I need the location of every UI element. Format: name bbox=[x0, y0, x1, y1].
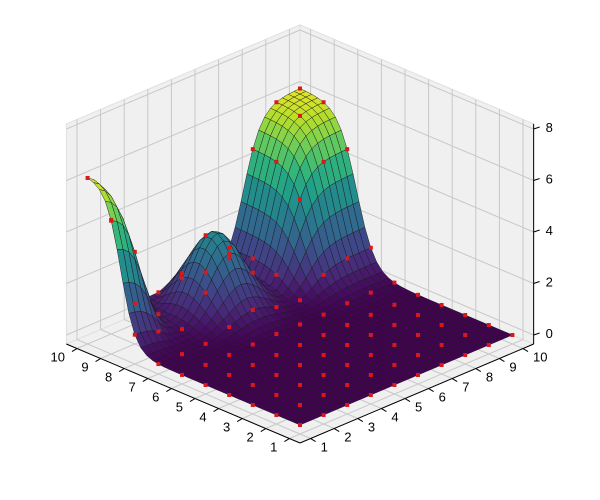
z-tick-label: 2 bbox=[546, 275, 553, 290]
x-tick-label: 10 bbox=[51, 350, 65, 365]
y-tick-label: 1 bbox=[321, 440, 328, 455]
tick-labels: 1 2 3 4 5 6 7 8 9 10 1 2 3 4 5 6 7 8 9 10 0 2 4 6 8 bbox=[51, 120, 553, 455]
x-tick-label: 6 bbox=[152, 390, 159, 405]
axes bbox=[66, 123, 540, 444]
z-tick-label: 8 bbox=[546, 120, 553, 135]
y-tick-label: 2 bbox=[344, 430, 351, 445]
z-tick-label: 6 bbox=[546, 172, 553, 187]
x-tick-label: 9 bbox=[81, 360, 88, 375]
x-tick-label: 8 bbox=[105, 370, 112, 385]
surface-mesh bbox=[87, 88, 513, 426]
y-tick-label: 4 bbox=[391, 410, 398, 425]
x-tick-label: 3 bbox=[223, 420, 230, 435]
x-tick-label: 5 bbox=[176, 400, 183, 415]
y-tick-label: 8 bbox=[486, 370, 493, 385]
z-tick-label: 4 bbox=[546, 223, 553, 238]
y-tick-label: 6 bbox=[439, 390, 446, 405]
x-tick-label: 4 bbox=[199, 410, 206, 425]
x-tick-label: 1 bbox=[270, 440, 277, 455]
data-point-markers bbox=[85, 86, 515, 427]
x-tick-label: 2 bbox=[247, 430, 254, 445]
y-tick-label: 7 bbox=[462, 380, 469, 395]
y-tick-label: 5 bbox=[415, 400, 422, 415]
y-tick-label: 9 bbox=[509, 360, 516, 375]
z-tick-label: 0 bbox=[546, 326, 553, 341]
y-tick-label: 10 bbox=[533, 350, 547, 365]
x-tick-label: 7 bbox=[129, 380, 136, 395]
y-tick-label: 3 bbox=[368, 420, 375, 435]
